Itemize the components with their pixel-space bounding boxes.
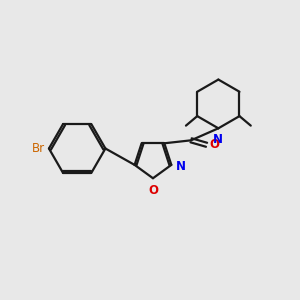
Text: O: O [148, 184, 158, 196]
Text: Br: Br [32, 142, 45, 155]
Text: N: N [213, 133, 224, 146]
Text: O: O [209, 138, 220, 151]
Text: N: N [176, 160, 186, 173]
